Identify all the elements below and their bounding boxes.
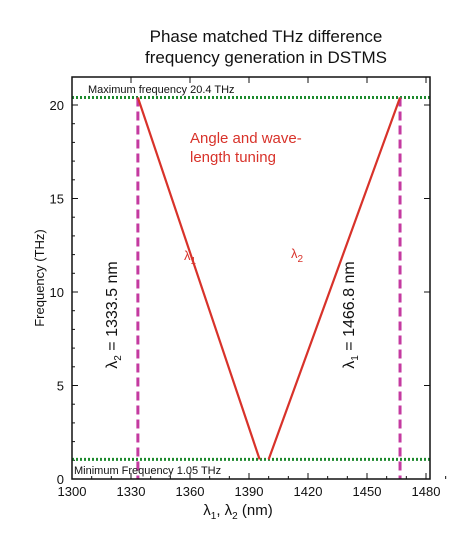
x-tick-label: 1390 xyxy=(235,484,264,499)
vline-label-lambda2: λ2 = 1333.5 nm xyxy=(104,261,124,368)
plot-frame xyxy=(71,76,431,480)
x-tick-label: 1300 xyxy=(58,484,87,499)
chart-title-line-1: Phase matched THz difference xyxy=(150,27,383,46)
x-axis-label: λ1, λ2 (nm) xyxy=(203,502,272,522)
y-tick-label: 10 xyxy=(50,285,64,300)
max-frequency-label: Maximum frequency 20.4 THz xyxy=(88,84,235,96)
series-line-lambda1 xyxy=(136,97,261,460)
x-tick-label: 1480 xyxy=(412,484,441,499)
x-tick-label: 1330 xyxy=(117,484,146,499)
y-tick-label: 0 xyxy=(57,472,64,487)
x-tick-label: 1420 xyxy=(294,484,323,499)
plot-area: 1300 1330 1360 1390 1420 1450 1480 0 5 10 15 20 xyxy=(50,77,447,499)
chart-title-line-2: frequency generation in DSTMS xyxy=(145,48,387,67)
tuning-annotation-line-2: length tuning xyxy=(190,149,276,166)
series-label-lambda2: λ2 xyxy=(291,246,304,265)
vline-label-lambda1: λ1 = 1466.8 nm xyxy=(341,261,361,368)
y-tick-label: 5 xyxy=(57,379,64,394)
tuning-annotation-line-1: Angle and wave- xyxy=(190,130,302,147)
y-tick-label: 20 xyxy=(50,98,64,113)
series-line-lambda2 xyxy=(267,97,402,460)
x-tick-label: 1450 xyxy=(353,484,382,499)
min-frequency-label: Minimum Frequency 1.05 THz xyxy=(74,465,221,477)
y-tick-label: 15 xyxy=(50,192,64,207)
x-tick-label: 1360 xyxy=(176,484,205,499)
y-axis-label: Frequency (THz) xyxy=(32,229,47,327)
series-label-lambda1: λ1 xyxy=(184,248,197,267)
